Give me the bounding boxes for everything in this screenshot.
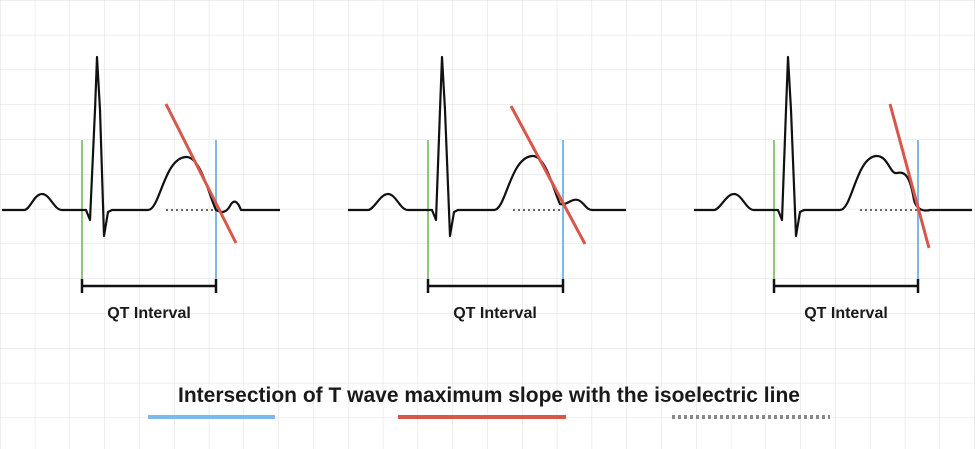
qt-interval-label: QT Interval [107, 305, 191, 322]
qt-interval-bracket [772, 279, 920, 293]
qt-interval-label: QT Interval [804, 305, 888, 322]
qt-interval-bracket [80, 279, 218, 293]
ecg-trace [2, 55, 280, 238]
panel-1: QT Interval [2, 55, 280, 322]
ecg-trace [694, 55, 972, 238]
panel-3: QT Interval [694, 55, 972, 322]
tangent-line [888, 103, 931, 249]
qt-interval-bracket [426, 279, 565, 293]
tangent-line [164, 103, 238, 244]
ecg-trace [348, 55, 626, 238]
caption-text: Intersection of T wave maximum slope wit… [178, 384, 800, 407]
tangent-line [509, 105, 587, 245]
panel-2: QT Interval [348, 55, 626, 322]
qt-interval-label: QT Interval [453, 305, 537, 322]
